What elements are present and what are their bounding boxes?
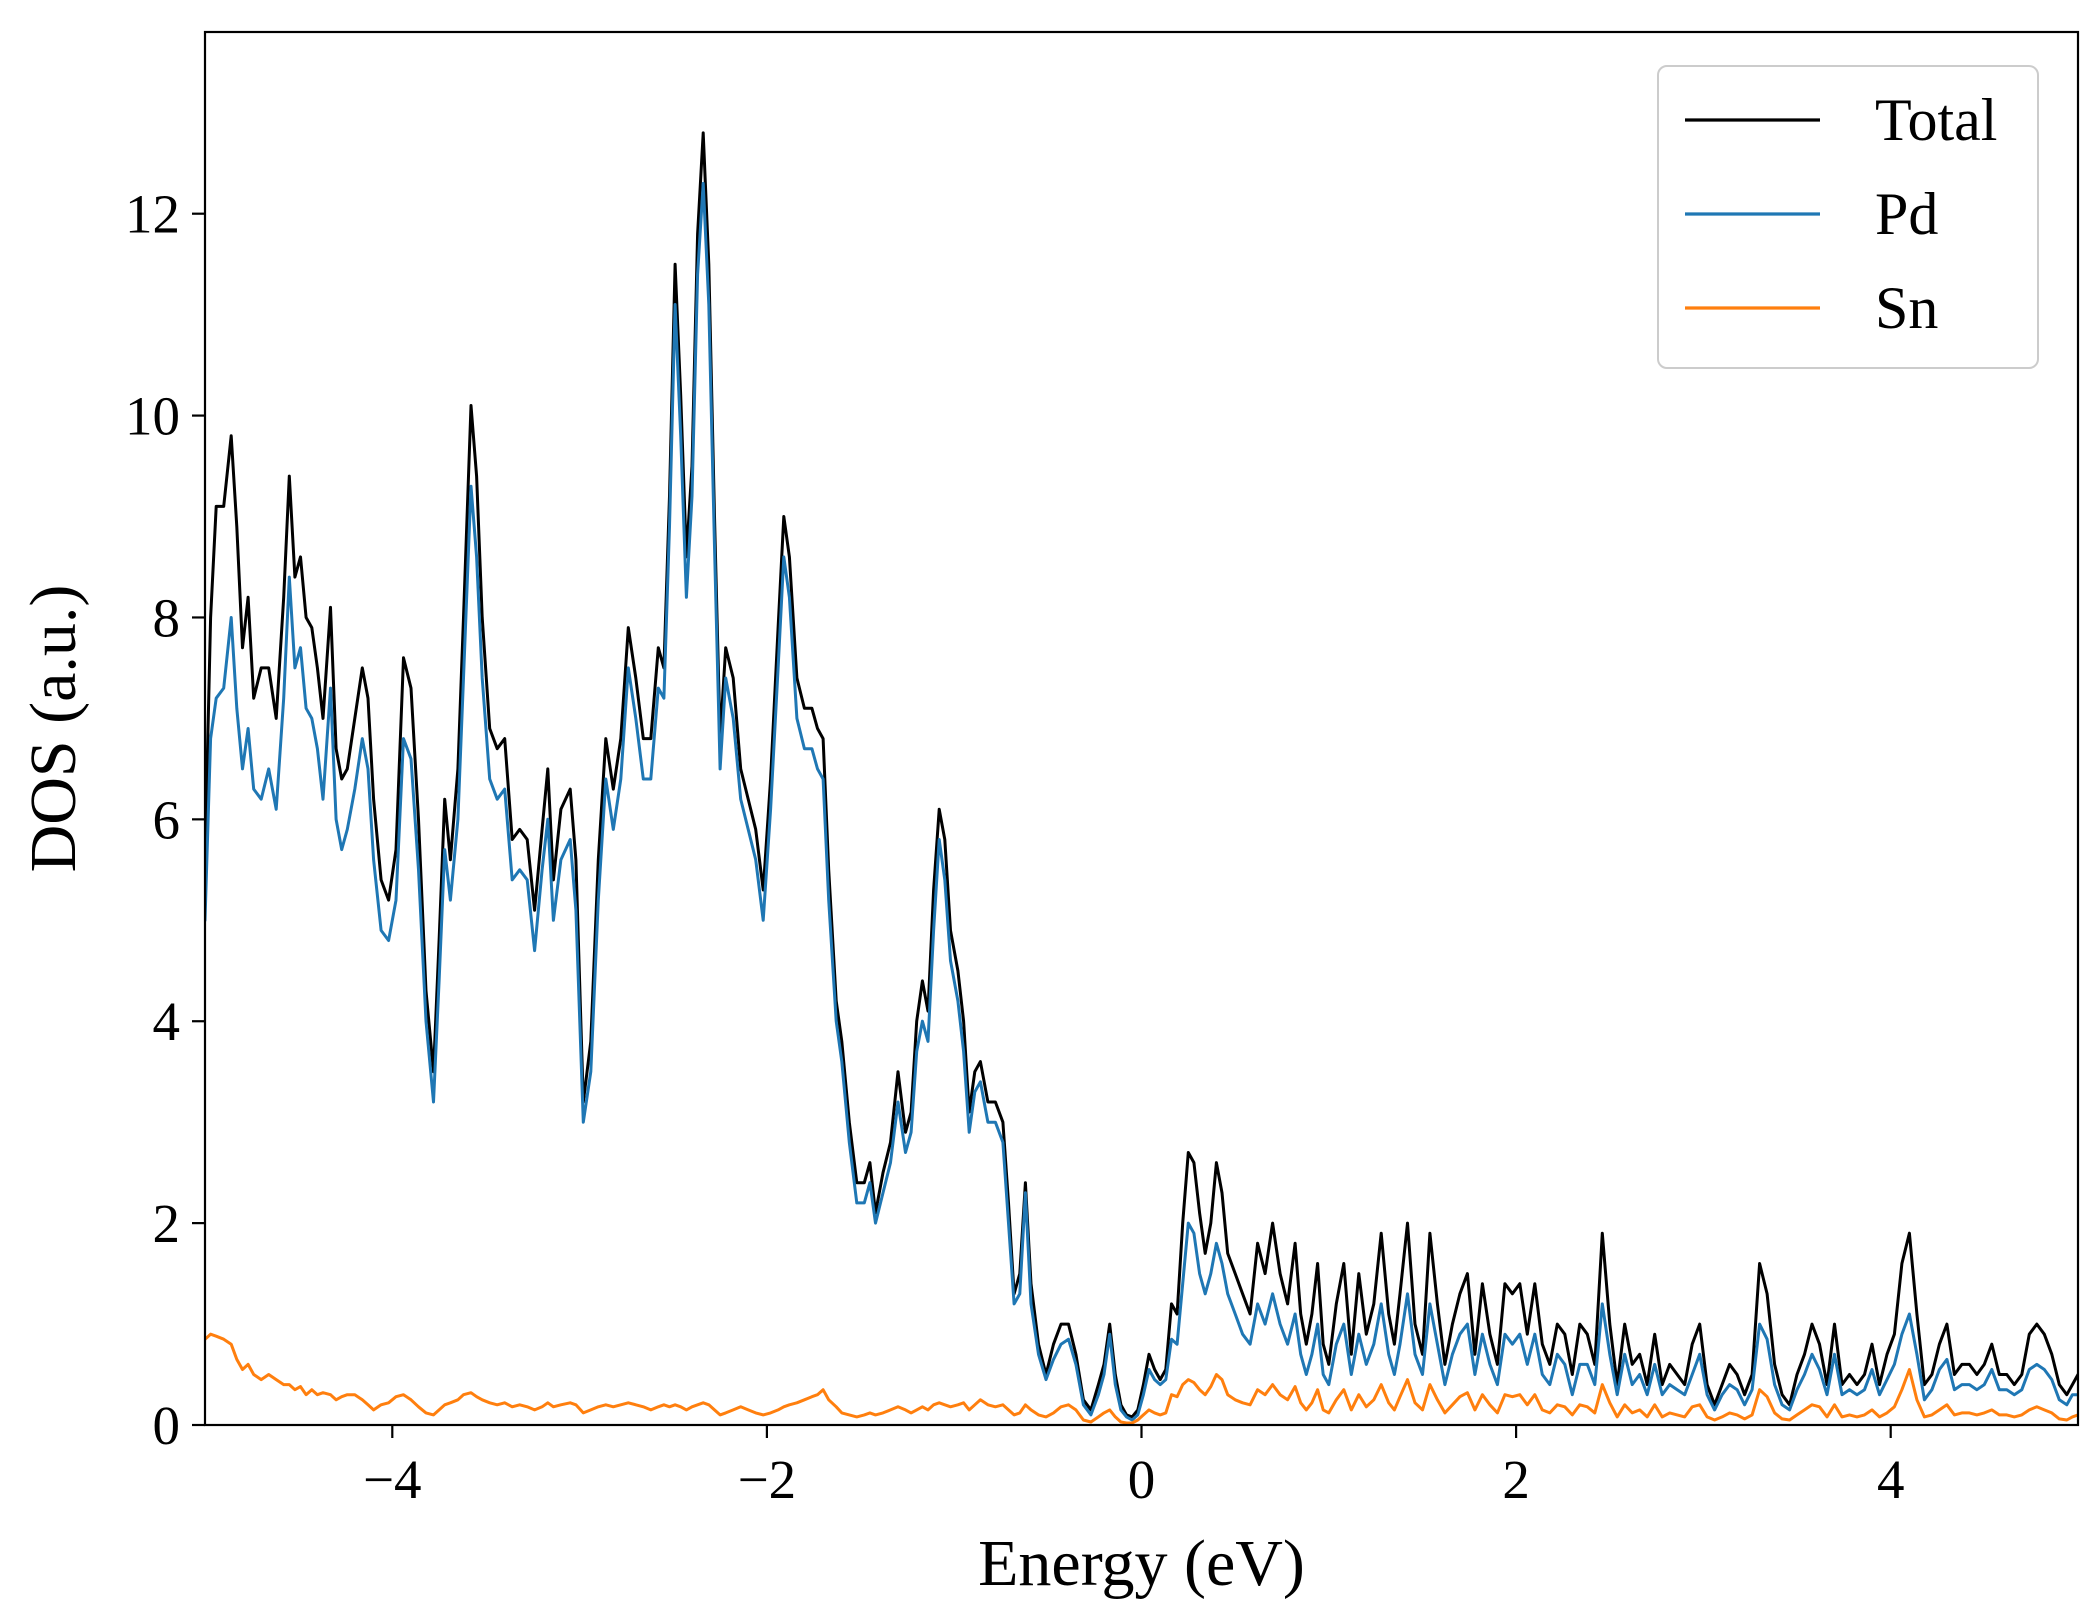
x-axis-label: Energy (eV) — [978, 1527, 1305, 1600]
series-layer — [205, 131, 2078, 1425]
legend-box — [1657, 65, 2039, 369]
y-tick-label: 8 — [153, 587, 181, 648]
y-tick-label: 6 — [153, 789, 181, 850]
x-tick-label: 4 — [1877, 1449, 1905, 1510]
y-tick-label: 0 — [153, 1395, 181, 1456]
series-line-pd — [205, 181, 2078, 1422]
legend-item-sn: Sn — [1685, 275, 1938, 341]
legend-label: Total — [1875, 87, 1997, 153]
legend-item-total: Total — [1685, 87, 1997, 153]
legend-item-pd: Pd — [1685, 181, 1938, 247]
y-tick-label: 12 — [125, 184, 180, 245]
legend-entries: Total Pd Sn — [1685, 87, 1997, 341]
y-tick-label: 10 — [125, 386, 180, 447]
y-axis-ticks: 0 2 4 6 8 10 12 — [125, 184, 205, 1456]
x-axis-ticks: −4 −2 0 2 4 — [363, 1425, 1904, 1510]
y-tick-label: 4 — [153, 991, 181, 1052]
x-tick-label: 2 — [1502, 1449, 1530, 1510]
x-tick-label: −4 — [363, 1449, 422, 1510]
x-tick-label: 0 — [1128, 1449, 1156, 1510]
x-tick-label: −2 — [738, 1449, 797, 1510]
legend-label: Pd — [1875, 181, 1938, 247]
series-line-total — [205, 131, 2078, 1419]
y-axis-label: DOS (a.u.) — [17, 585, 90, 873]
legend-label: Sn — [1875, 275, 1938, 341]
legend: Total Pd Sn — [1657, 65, 2039, 369]
series-line-sn — [205, 1332, 2078, 1425]
y-tick-label: 2 — [153, 1193, 181, 1254]
